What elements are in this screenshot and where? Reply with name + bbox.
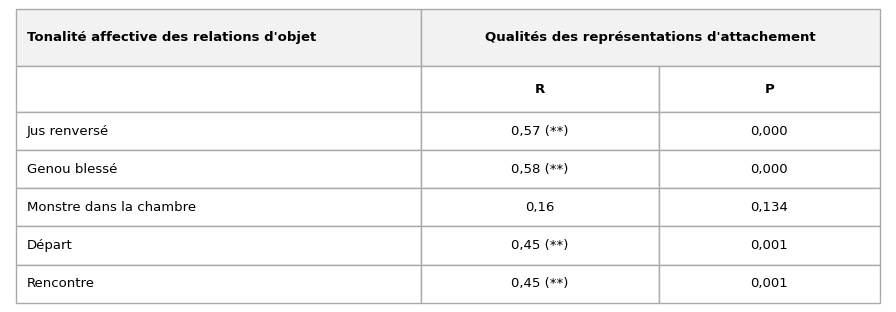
Bar (16, 66, 421, 112)
Text: Départ: Départ (27, 239, 73, 252)
Bar (16, 188, 421, 227)
Bar (659, 227, 880, 265)
Bar (421, 150, 659, 188)
Bar (421, 112, 659, 150)
Bar (659, 265, 880, 303)
Text: Tonalité affective des relations d'objet: Tonalité affective des relations d'objet (27, 32, 316, 44)
Text: 0,16: 0,16 (525, 201, 555, 214)
Bar (421, 188, 659, 227)
Text: Genou blessé: Genou blessé (27, 163, 117, 176)
Text: Rencontre: Rencontre (27, 277, 95, 290)
Text: 0,45 (**): 0,45 (**) (511, 277, 569, 290)
Text: R: R (535, 83, 545, 96)
Bar (659, 188, 880, 227)
Bar (659, 66, 880, 112)
Text: 0,58 (**): 0,58 (**) (511, 163, 569, 176)
Bar (659, 112, 880, 150)
Bar (16, 265, 421, 303)
Text: Qualités des représentations d'attachement: Qualités des représentations d'attacheme… (485, 32, 816, 44)
Text: 0,000: 0,000 (751, 163, 788, 176)
Text: 0,001: 0,001 (750, 239, 788, 252)
Bar (659, 150, 880, 188)
Text: 0,134: 0,134 (750, 201, 788, 214)
Bar (421, 66, 659, 112)
Text: 0,45 (**): 0,45 (**) (511, 239, 569, 252)
Bar (16, 9, 421, 66)
Text: Jus renversé: Jus renversé (27, 125, 109, 138)
Text: 0,001: 0,001 (750, 277, 788, 290)
Text: 0,000: 0,000 (751, 125, 788, 138)
Bar (421, 227, 659, 265)
Bar (16, 227, 421, 265)
Bar (16, 112, 421, 150)
Bar (421, 265, 659, 303)
Text: 0,57 (**): 0,57 (**) (511, 125, 569, 138)
Bar (421, 9, 880, 66)
Text: P: P (764, 83, 774, 96)
Text: Monstre dans la chambre: Monstre dans la chambre (27, 201, 196, 214)
Bar (16, 150, 421, 188)
